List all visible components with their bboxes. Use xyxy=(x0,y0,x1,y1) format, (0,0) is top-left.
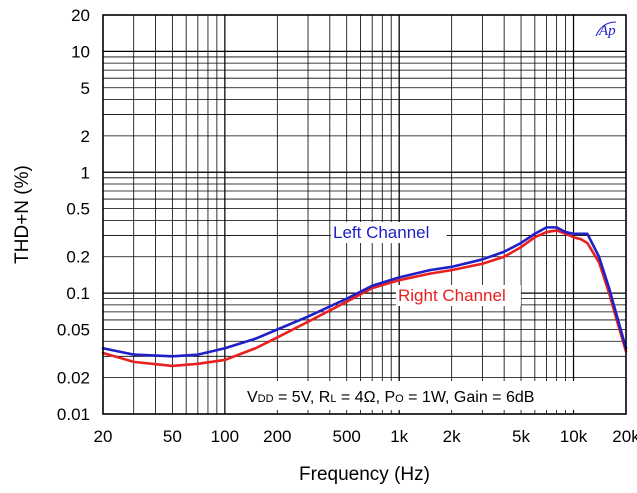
y-tick-label: 20 xyxy=(71,6,90,25)
x-tick-label: 5k xyxy=(512,427,530,446)
x-tick-label: 200 xyxy=(263,427,291,446)
x-tick-label: 500 xyxy=(333,427,361,446)
condition-segment: = 5V, R xyxy=(274,389,331,406)
x-axis-title: Frequency (Hz) xyxy=(299,464,430,485)
y-tick-label: 5 xyxy=(81,79,90,98)
major-grid xyxy=(103,15,626,414)
minor-grid xyxy=(102,14,627,415)
y-tick-label: 0.02 xyxy=(57,369,90,388)
series-label-right-channel: Right Channel xyxy=(398,286,506,305)
x-tick-label: 50 xyxy=(163,427,182,446)
logo-text: Ap xyxy=(598,23,616,39)
condition-segment: = 1W, Gain = 6dB xyxy=(404,389,535,406)
x-tick-label: 20 xyxy=(94,427,113,446)
y-tick-label: 10 xyxy=(71,42,90,61)
y-tick-label: 0.05 xyxy=(57,321,90,340)
x-tick-label: 1k xyxy=(390,427,408,446)
y-tick-label: 0.2 xyxy=(66,248,90,267)
logo-background xyxy=(591,17,623,43)
test-conditions-text: VDD = 5V, RL = 4Ω, PO = 1W, Gain = 6dB xyxy=(247,389,534,406)
y-tick-label: 0.5 xyxy=(66,200,90,219)
series-labels: Left Channel Right Channel xyxy=(331,222,521,306)
y-tick-label: 2 xyxy=(81,127,90,146)
series-label-background xyxy=(396,285,521,306)
x-tick-label: 20k xyxy=(612,427,637,446)
condition-segment: = 4Ω, P xyxy=(336,389,395,406)
x-tick-labels: 20 50 100 200 500 1k 2k 5k 10k 20k xyxy=(94,427,637,446)
logo-swoosh xyxy=(595,21,617,37)
condition-segment: V xyxy=(247,389,258,406)
x-tick-label: 10k xyxy=(560,427,588,446)
x-tick-label: 2k xyxy=(443,427,461,446)
plot-border xyxy=(102,14,627,415)
y-tick-labels: 0.01 0.02 0.05 0.1 0.2 0.5 1 2 5 10 20 xyxy=(57,6,90,424)
ap-logo: Ap xyxy=(591,17,623,43)
series-label-left-channel: Left Channel xyxy=(333,223,429,242)
y-tick-label: 0.01 xyxy=(57,405,90,424)
subscript: O xyxy=(395,393,404,405)
series-line-right-channel xyxy=(101,229,628,368)
plot-frame xyxy=(102,14,627,415)
subscript: DD xyxy=(258,393,274,405)
series-label-background xyxy=(331,222,447,243)
y-tick-label: 0.1 xyxy=(66,284,90,303)
test-conditions-background xyxy=(244,381,624,410)
test-conditions-box: VDD = 5V, RL = 4Ω, PO = 1W, Gain = 6dB xyxy=(244,381,624,410)
series-layer xyxy=(101,226,628,368)
y-tick-label: 1 xyxy=(81,163,90,182)
y-axis-title: THD+N (%) xyxy=(12,165,33,264)
x-tick-label: 100 xyxy=(211,427,239,446)
series-line-left-channel xyxy=(101,226,628,358)
subscript: L xyxy=(330,393,336,405)
